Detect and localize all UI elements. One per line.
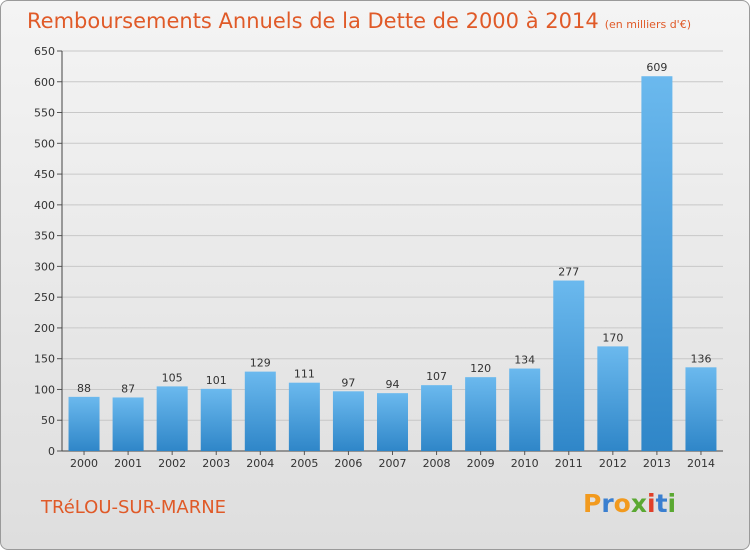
bar-2003: [200, 388, 232, 451]
x-tick-label-2003: 2003: [202, 457, 230, 470]
y-tick-label: 200: [34, 322, 55, 335]
y-tick-label: 400: [34, 199, 55, 212]
bar-2005: [288, 382, 320, 451]
logo-letter: P: [583, 489, 602, 518]
value-label-2000: 88: [77, 382, 91, 395]
x-tick-label-2012: 2012: [599, 457, 627, 470]
y-tick-label: 600: [34, 76, 55, 89]
value-label-2005: 111: [294, 368, 315, 381]
bar-2012: [597, 346, 629, 451]
logo-letter: x: [630, 489, 647, 518]
value-label-2010: 134: [514, 354, 535, 367]
x-tick-label-2004: 2004: [246, 457, 274, 470]
title-text: Remboursements Annuels de la Dette de 20…: [27, 9, 599, 33]
proxiti-logo: Proxiti: [583, 489, 676, 518]
x-tick-label-2010: 2010: [511, 457, 539, 470]
bar-2001: [112, 397, 144, 451]
value-label-2001: 87: [121, 382, 135, 395]
bar-2008: [421, 385, 453, 451]
y-tick-label: 650: [34, 45, 55, 58]
x-tick-label-2011: 2011: [555, 457, 583, 470]
y-tick-label: 300: [34, 260, 55, 273]
y-tick-label: 50: [41, 414, 55, 427]
logo-letter: i: [667, 489, 677, 518]
logo-letter: r: [601, 489, 614, 518]
bar-2009: [465, 377, 497, 451]
value-label-2007: 94: [386, 378, 400, 391]
bar-2002: [156, 386, 188, 451]
x-tick-label-2014: 2014: [687, 457, 715, 470]
bar-2014: [685, 367, 717, 451]
y-tick-label: 350: [34, 230, 55, 243]
value-label-2003: 101: [206, 374, 227, 387]
y-tick-label: 550: [34, 107, 55, 120]
logo-letter: i: [647, 489, 656, 518]
y-tick-label: 250: [34, 291, 55, 304]
chart-subtitle: (en milliers d'€): [604, 18, 691, 31]
bar-2006: [332, 391, 364, 451]
bar-2007: [377, 393, 408, 451]
bar-2011: [553, 280, 585, 451]
y-tick-label: 450: [34, 168, 55, 181]
value-label-2004: 129: [250, 357, 271, 370]
bar-2010: [509, 368, 541, 451]
value-label-2008: 107: [426, 370, 447, 383]
logo-letter: t: [655, 489, 668, 518]
logo-letter: o: [613, 489, 631, 518]
value-label-2014: 136: [690, 352, 711, 365]
value-label-2009: 120: [470, 362, 491, 375]
x-tick-label-2006: 2006: [334, 457, 362, 470]
x-tick-label-2000: 2000: [70, 457, 98, 470]
commune-name: TRéLOU-SUR-MARNE: [41, 497, 227, 518]
x-tick-label-2002: 2002: [158, 457, 186, 470]
value-label-2011: 277: [558, 266, 579, 279]
bar-2013: [641, 76, 673, 451]
y-tick-label: 100: [34, 383, 55, 396]
x-tick-label-2005: 2005: [290, 457, 318, 470]
value-label-2013: 609: [646, 61, 667, 74]
x-tick-label-2001: 2001: [114, 457, 142, 470]
chart-title: Remboursements Annuels de la Dette de 20…: [27, 9, 691, 33]
bar-2004: [244, 371, 276, 451]
y-tick-label: 150: [34, 353, 55, 366]
y-tick-label: 0: [48, 445, 55, 458]
y-tick-label: 500: [34, 137, 55, 150]
x-tick-label-2013: 2013: [643, 457, 671, 470]
x-tick-label-2009: 2009: [467, 457, 495, 470]
value-label-2012: 170: [602, 331, 623, 344]
x-tick-label-2007: 2007: [379, 457, 407, 470]
bar-2000: [68, 396, 100, 451]
x-tick-label-2008: 2008: [423, 457, 451, 470]
value-label-2006: 97: [341, 376, 355, 389]
value-label-2002: 105: [162, 371, 183, 384]
